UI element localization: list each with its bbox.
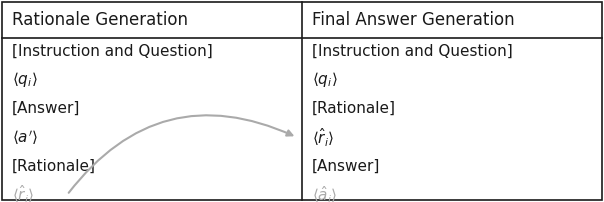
Text: [Answer]: [Answer] bbox=[12, 101, 80, 116]
Text: [Answer]: [Answer] bbox=[312, 159, 381, 174]
Text: [Instruction and Question]: [Instruction and Question] bbox=[312, 43, 513, 59]
Text: $\langle \hat{r}_i \rangle$: $\langle \hat{r}_i \rangle$ bbox=[312, 126, 335, 149]
Text: $\langle \hat{a}_i \rangle$: $\langle \hat{a}_i \rangle$ bbox=[312, 184, 338, 202]
Text: Final Answer Generation: Final Answer Generation bbox=[312, 11, 515, 29]
Text: [Instruction and Question]: [Instruction and Question] bbox=[12, 43, 213, 59]
Text: Rationale Generation: Rationale Generation bbox=[12, 11, 188, 29]
Text: $\langle q_i \rangle$: $\langle q_i \rangle$ bbox=[12, 70, 37, 89]
Text: [Rationale]: [Rationale] bbox=[12, 159, 96, 174]
Text: $\langle \hat{r}_i \rangle$: $\langle \hat{r}_i \rangle$ bbox=[12, 184, 34, 202]
Text: $\langle a^{\prime} \rangle$: $\langle a^{\prime} \rangle$ bbox=[12, 128, 38, 147]
Text: $\langle q_i \rangle$: $\langle q_i \rangle$ bbox=[312, 70, 338, 89]
Text: [Rationale]: [Rationale] bbox=[312, 101, 396, 116]
